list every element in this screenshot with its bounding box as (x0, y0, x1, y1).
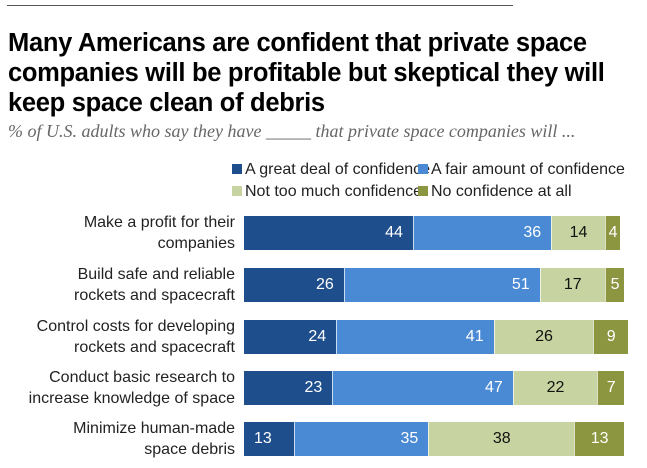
bar-segment: 5 (604, 268, 625, 302)
category-label: Minimize human-made space debris (0, 418, 235, 460)
data-label: 36 (523, 224, 542, 241)
data-label: 17 (563, 276, 582, 293)
legend-label: Not too much confidence (245, 183, 422, 200)
data-label: 38 (492, 430, 511, 447)
category-label-line: increase knowledge of space (28, 390, 235, 407)
category-label-line: Build safe and reliable (77, 266, 235, 283)
bar-segment: 9 (593, 320, 628, 354)
data-label: 24 (308, 328, 327, 345)
category-label-line: companies (157, 235, 235, 252)
data-label: 41 (465, 328, 484, 345)
category-label-line: rockets and spacecraft (74, 339, 235, 356)
top-rule (7, 5, 513, 6)
bar-segment: 23 (244, 371, 333, 405)
bar-segment: 38 (428, 422, 575, 456)
bar-segment: 36 (412, 216, 552, 250)
legend-item: A great deal of confidence (232, 161, 430, 179)
bar-segment: 26 (244, 268, 344, 302)
category-label: Make a profit for their companies (0, 212, 235, 254)
legend-item: No confidence at all (418, 183, 572, 201)
data-label: 26 (316, 276, 334, 293)
legend-swatch (232, 164, 242, 174)
category-label-line: Conduct basic research to (49, 369, 235, 386)
bar-segment: 13 (244, 422, 294, 456)
legend-label: A great deal of confidence (245, 161, 431, 178)
data-label: 13 (590, 430, 609, 447)
legend-swatch (232, 186, 242, 196)
data-label: 7 (606, 379, 616, 396)
data-label: 35 (400, 430, 419, 447)
data-label: 23 (304, 379, 323, 396)
legend-swatch (418, 186, 428, 196)
legend-item: Not too much confidence (232, 183, 422, 201)
bar-segment: 17 (539, 268, 605, 302)
chart-subtitle: % of U.S. adults who say they have _____… (8, 121, 576, 141)
data-label: 26 (535, 328, 553, 345)
legend-item: A fair amount of confidence (418, 161, 625, 179)
category-label-line: rockets and spacecraft (74, 287, 235, 304)
data-label: 51 (511, 276, 530, 293)
bar-segment: 41 (336, 320, 494, 354)
data-label: 4 (608, 224, 618, 241)
bar-segment: 22 (512, 371, 598, 405)
category-label-line: Minimize human-made (73, 420, 235, 437)
bar-segment: 47 (332, 371, 513, 405)
legend-label: No confidence at all (431, 183, 572, 200)
category-label-line: space debris (144, 441, 235, 458)
category-label-line: Make a profit for their (83, 214, 235, 231)
bar-segment: 13 (574, 422, 625, 456)
data-label: 5 (610, 276, 620, 293)
bar-segment: 7 (597, 371, 625, 405)
data-label: 47 (484, 379, 503, 396)
data-label: 13 (254, 430, 272, 447)
bar-segment: 4 (604, 216, 621, 250)
bar-segment: 44 (244, 216, 413, 250)
bar-segment: 24 (244, 320, 337, 354)
legend-label: A fair amount of confidence (431, 161, 625, 178)
category-label-line: Control costs for developing (36, 318, 235, 335)
data-label: 9 (606, 328, 616, 345)
category-label: Control costs for developing rockets and … (0, 316, 235, 358)
category-label: Conduct basic research to increase knowle… (0, 367, 235, 409)
chart-title: Many Americans are confident that privat… (8, 29, 605, 117)
category-label: Build safe and reliable rockets and space… (0, 264, 235, 306)
data-label: 44 (385, 224, 403, 241)
bar-segment: 26 (493, 320, 594, 354)
bar-segment: 14 (551, 216, 605, 250)
bar-segment: 35 (293, 422, 429, 456)
data-label: 22 (546, 379, 565, 396)
bar-segment: 51 (343, 268, 540, 302)
data-label: 14 (569, 224, 588, 241)
legend-swatch (418, 164, 428, 174)
